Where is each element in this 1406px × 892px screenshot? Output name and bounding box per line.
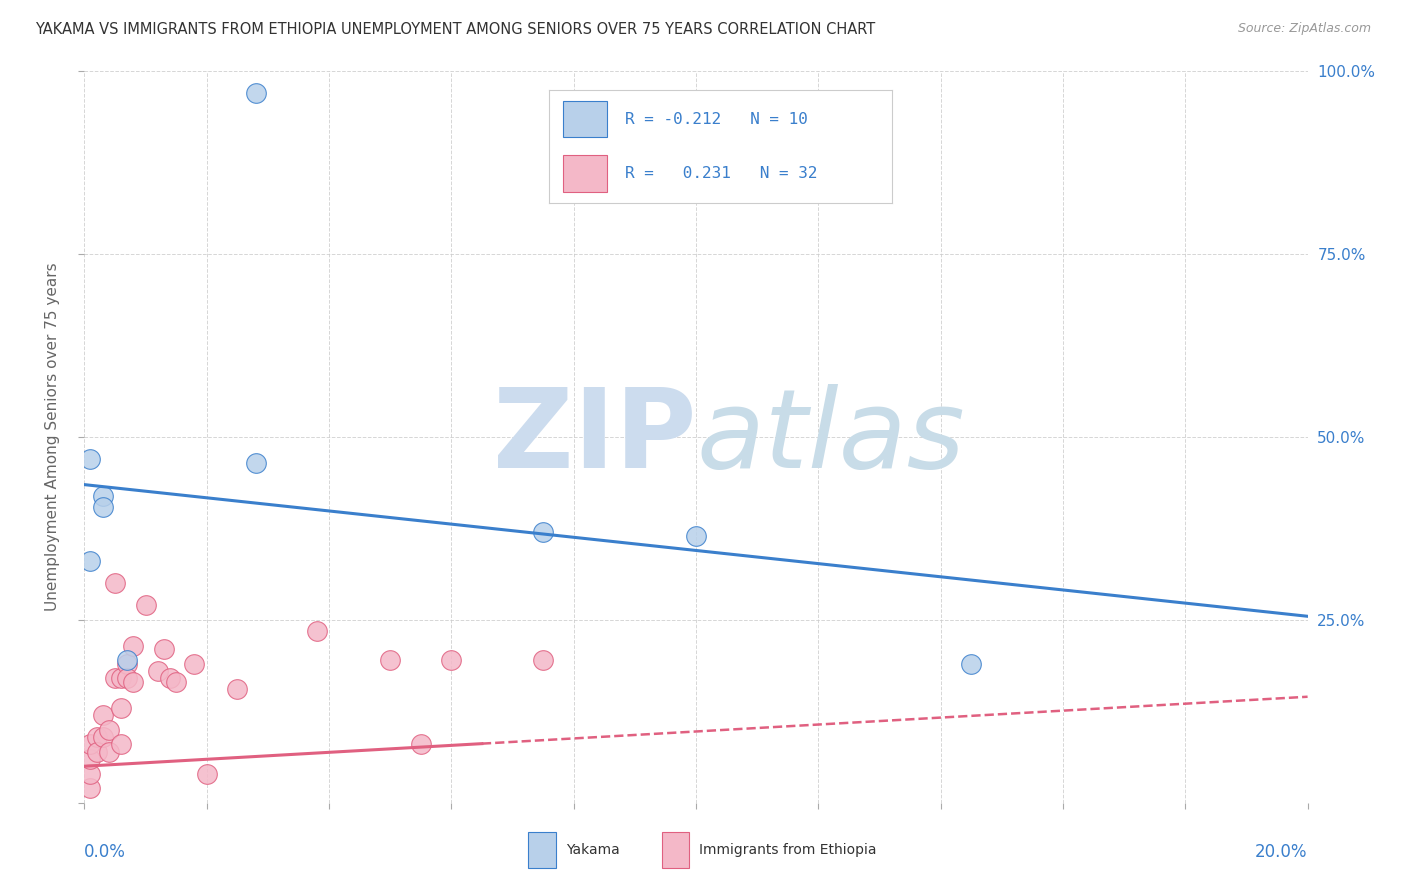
- Point: [104, 576, 127, 591]
- Point: [531, 653, 554, 667]
- Text: 0.0%: 0.0%: [84, 843, 127, 861]
- Point: [165, 675, 187, 690]
- Point: [97, 723, 120, 737]
- Text: Source: ZipAtlas.com: Source: ZipAtlas.com: [1237, 22, 1371, 36]
- Point: [183, 657, 205, 671]
- Point: [79, 752, 101, 766]
- Point: [104, 672, 127, 686]
- Text: 20.0%: 20.0%: [1256, 843, 1308, 861]
- Point: [122, 639, 145, 653]
- Point: [115, 653, 138, 667]
- Point: [960, 657, 983, 671]
- Text: YAKAMA VS IMMIGRANTS FROM ETHIOPIA UNEMPLOYMENT AMONG SENIORS OVER 75 YEARS CORR: YAKAMA VS IMMIGRANTS FROM ETHIOPIA UNEMP…: [35, 22, 876, 37]
- Point: [110, 700, 132, 714]
- Point: [79, 766, 101, 780]
- Point: [91, 708, 114, 723]
- Point: [122, 675, 145, 690]
- Text: atlas: atlas: [696, 384, 965, 491]
- Point: [409, 737, 432, 751]
- Point: [115, 672, 138, 686]
- Point: [305, 624, 328, 638]
- Point: [91, 500, 114, 514]
- Point: [86, 730, 108, 744]
- Point: [79, 781, 101, 796]
- Point: [91, 730, 114, 744]
- Point: [86, 745, 108, 759]
- Point: [380, 653, 402, 667]
- Point: [146, 664, 169, 678]
- Point: [79, 452, 101, 467]
- Point: [440, 653, 463, 667]
- Point: [97, 745, 120, 759]
- Point: [159, 672, 181, 686]
- Point: [91, 489, 114, 503]
- Point: [685, 529, 707, 543]
- Point: [79, 737, 101, 751]
- Point: [135, 599, 157, 613]
- Point: [245, 87, 267, 101]
- Point: [245, 456, 267, 470]
- Point: [110, 672, 132, 686]
- Point: [531, 525, 554, 540]
- Point: [195, 766, 218, 780]
- Point: [153, 642, 176, 657]
- Point: [79, 554, 101, 568]
- Point: [115, 657, 138, 671]
- Point: [226, 682, 249, 697]
- Text: ZIP: ZIP: [492, 384, 696, 491]
- Point: [110, 737, 132, 751]
- Y-axis label: Unemployment Among Seniors over 75 years: Unemployment Among Seniors over 75 years: [45, 263, 60, 611]
